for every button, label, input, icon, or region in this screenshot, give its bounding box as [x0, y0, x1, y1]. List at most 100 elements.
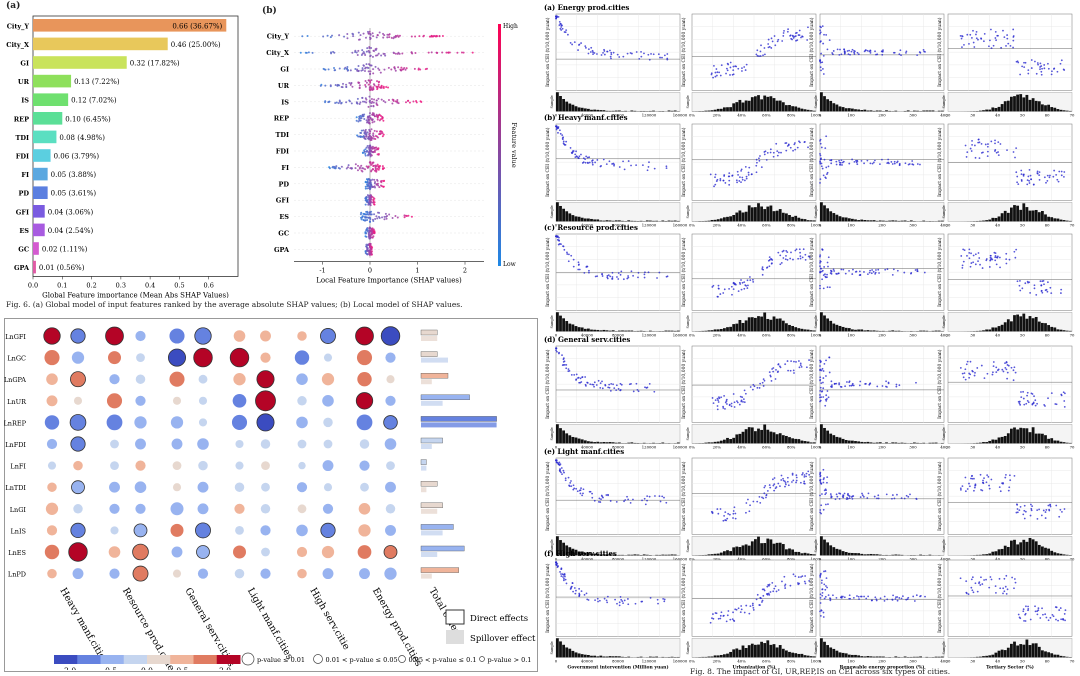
x-tick-label: 60%: [762, 222, 771, 227]
density-bar: [841, 326, 845, 332]
density-frame: [555, 424, 681, 444]
dependence-point: [714, 399, 717, 402]
dependence-point: [1005, 574, 1008, 577]
dependence-point: [768, 256, 771, 259]
dependence-point: [713, 185, 715, 188]
shap-point: [401, 52, 404, 55]
dependence-point: [609, 275, 612, 278]
dependence-point: [762, 378, 765, 381]
dependence-point: [861, 492, 863, 495]
dependence-point: [606, 274, 609, 277]
total-direct-bar: [420, 459, 427, 465]
dependence-point: [767, 259, 770, 262]
dependence-point: [966, 33, 969, 36]
direct-effect-bubble: [170, 502, 184, 516]
dependence-point: [785, 254, 787, 257]
dependence-point: [852, 495, 855, 497]
direct-effect-bubble: [298, 461, 306, 470]
dependence-point: [732, 65, 735, 68]
dependence-point: [732, 517, 734, 519]
dependence-point: [1015, 248, 1018, 251]
shap-point: [407, 214, 410, 217]
x-tick-label: 100%: [811, 332, 822, 337]
direct-effect-bubble: [110, 461, 119, 470]
density-bar: [754, 207, 757, 222]
density-bar: [754, 431, 757, 444]
dependence-point: [799, 257, 802, 260]
x-tick-label: 100: [847, 112, 855, 117]
dependence-point: [891, 598, 894, 601]
density-bar: [593, 442, 596, 444]
density-bar: [599, 330, 603, 332]
x-tick-label: 100%: [811, 444, 822, 449]
density-bar: [913, 442, 916, 444]
shap-point: [370, 102, 373, 105]
shap-point: [347, 69, 350, 72]
dependence-point: [826, 286, 829, 289]
x-tick-label: 40: [995, 222, 1000, 227]
dependence-point: [843, 596, 846, 599]
dependence-point: [772, 484, 775, 487]
dependence-point: [1000, 46, 1003, 49]
shap-point: [346, 66, 349, 69]
dependence-point: [723, 288, 726, 291]
spillover-effect-bubble: [320, 522, 336, 538]
dependence-point: [587, 162, 589, 164]
dependence-point: [570, 586, 573, 589]
shap-point: [364, 66, 367, 69]
dependence-point: [885, 380, 887, 383]
density-bar: [1059, 219, 1063, 222]
dependence-point: [822, 396, 825, 398]
density-bar: [838, 437, 842, 444]
dependence-point: [578, 587, 581, 590]
dependence-point: [999, 490, 1002, 493]
density-bar: [809, 442, 813, 444]
density-bar: [875, 220, 879, 222]
row-label: LnIS: [10, 527, 26, 535]
dependence-point: [1040, 70, 1043, 73]
dependence-point: [588, 156, 591, 159]
shap-point: [370, 169, 373, 172]
density-bar: [763, 424, 767, 444]
density-bar: [940, 220, 944, 222]
x-tick-label: 40000: [581, 658, 594, 663]
shap-point: [364, 187, 367, 190]
dependence-point: [971, 37, 973, 39]
density-bar: [760, 543, 763, 556]
dependence-point: [973, 477, 975, 480]
dependence-point: [728, 183, 731, 186]
dependence-point: [759, 596, 762, 599]
x-tick-label: 20: [946, 332, 951, 337]
colorbar-tick-label: 2.0: [219, 666, 231, 670]
dependence-point: [819, 390, 822, 392]
dependence-point: [767, 43, 770, 45]
x-tick-label: 80000: [612, 332, 625, 337]
dependence-point: [558, 239, 560, 242]
dependence-point: [596, 275, 599, 278]
dependence-point: [559, 132, 562, 135]
y-axis-label: Impact on CEI (t/10,000 yuan): [544, 563, 551, 633]
density-bar: [1006, 100, 1010, 112]
density-bar: [985, 442, 988, 444]
total-spillover-bar: [421, 530, 443, 536]
dependence-point: [610, 57, 612, 60]
spillover-effect-bubble: [385, 481, 396, 493]
density-label: Sample: [686, 641, 690, 654]
x-tick-label: 80%: [787, 112, 796, 117]
dependence-point: [1006, 588, 1009, 591]
dependence-point: [609, 500, 612, 502]
dependence-point: [887, 161, 890, 164]
shap-point: [359, 119, 362, 122]
dependence-point: [616, 276, 618, 278]
dependence-point: [825, 577, 828, 580]
dependence-point: [733, 283, 736, 286]
density-label: Sample: [686, 539, 690, 552]
density-bar: [866, 220, 870, 222]
density-label: Sample: [814, 427, 818, 440]
density-bar: [760, 641, 763, 658]
density-bar: [820, 424, 823, 444]
dependence-point: [611, 163, 614, 165]
dependence-point: [653, 390, 656, 393]
dependence-point: [564, 479, 567, 482]
spillover-effect-bubble: [261, 547, 270, 557]
